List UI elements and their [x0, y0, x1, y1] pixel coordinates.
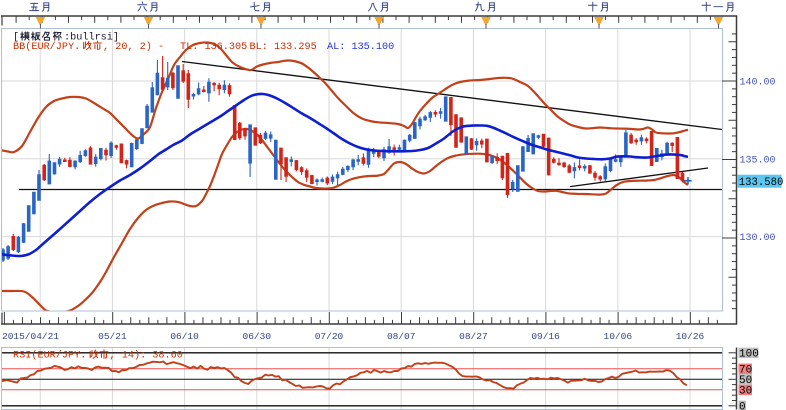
svg-text:, 20, 2) -: , 20, 2) - [103, 41, 164, 53]
svg-text:TL: 136.305: TL: 136.305 [180, 42, 247, 53]
svg-text:[: [ [13, 32, 19, 44]
svg-text:RSI(EUR/JPY.: RSI(EUR/JPY. [13, 350, 86, 362]
svg-text:100: 100 [739, 349, 759, 361]
svg-text:05/21: 05/21 [98, 331, 127, 342]
svg-text:2015/04/21: 2015/04/21 [2, 331, 59, 342]
svg-text:06/10: 06/10 [170, 331, 199, 342]
svg-text:50: 50 [739, 375, 752, 387]
svg-text:133.580: 133.580 [739, 177, 784, 189]
svg-text:140.00: 140.00 [740, 78, 776, 89]
svg-text:10/26: 10/26 [676, 331, 705, 342]
svg-text:BL: 133.295: BL: 133.295 [250, 42, 317, 53]
svg-text:135.00: 135.00 [740, 155, 776, 166]
svg-text:BB(EUR/JPY.: BB(EUR/JPY. [13, 41, 80, 53]
svg-text:30: 30 [739, 386, 752, 398]
svg-text:, 14): 38.60: , 14): 38.60 [110, 350, 183, 362]
svg-text:70: 70 [739, 365, 752, 377]
svg-text:0: 0 [739, 402, 746, 410]
svg-text:09/16: 09/16 [531, 331, 560, 342]
svg-text:130.00: 130.00 [740, 233, 776, 244]
svg-text:08/27: 08/27 [459, 331, 488, 342]
svg-text:08/07: 08/07 [387, 331, 416, 342]
svg-text:AL: 135.100: AL: 135.100 [327, 42, 394, 53]
svg-text:10/06: 10/06 [604, 331, 633, 342]
svg-text::bullrsi]: :bullrsi] [64, 32, 119, 44]
svg-text:06/30: 06/30 [243, 331, 272, 342]
svg-text:07/20: 07/20 [315, 331, 344, 342]
